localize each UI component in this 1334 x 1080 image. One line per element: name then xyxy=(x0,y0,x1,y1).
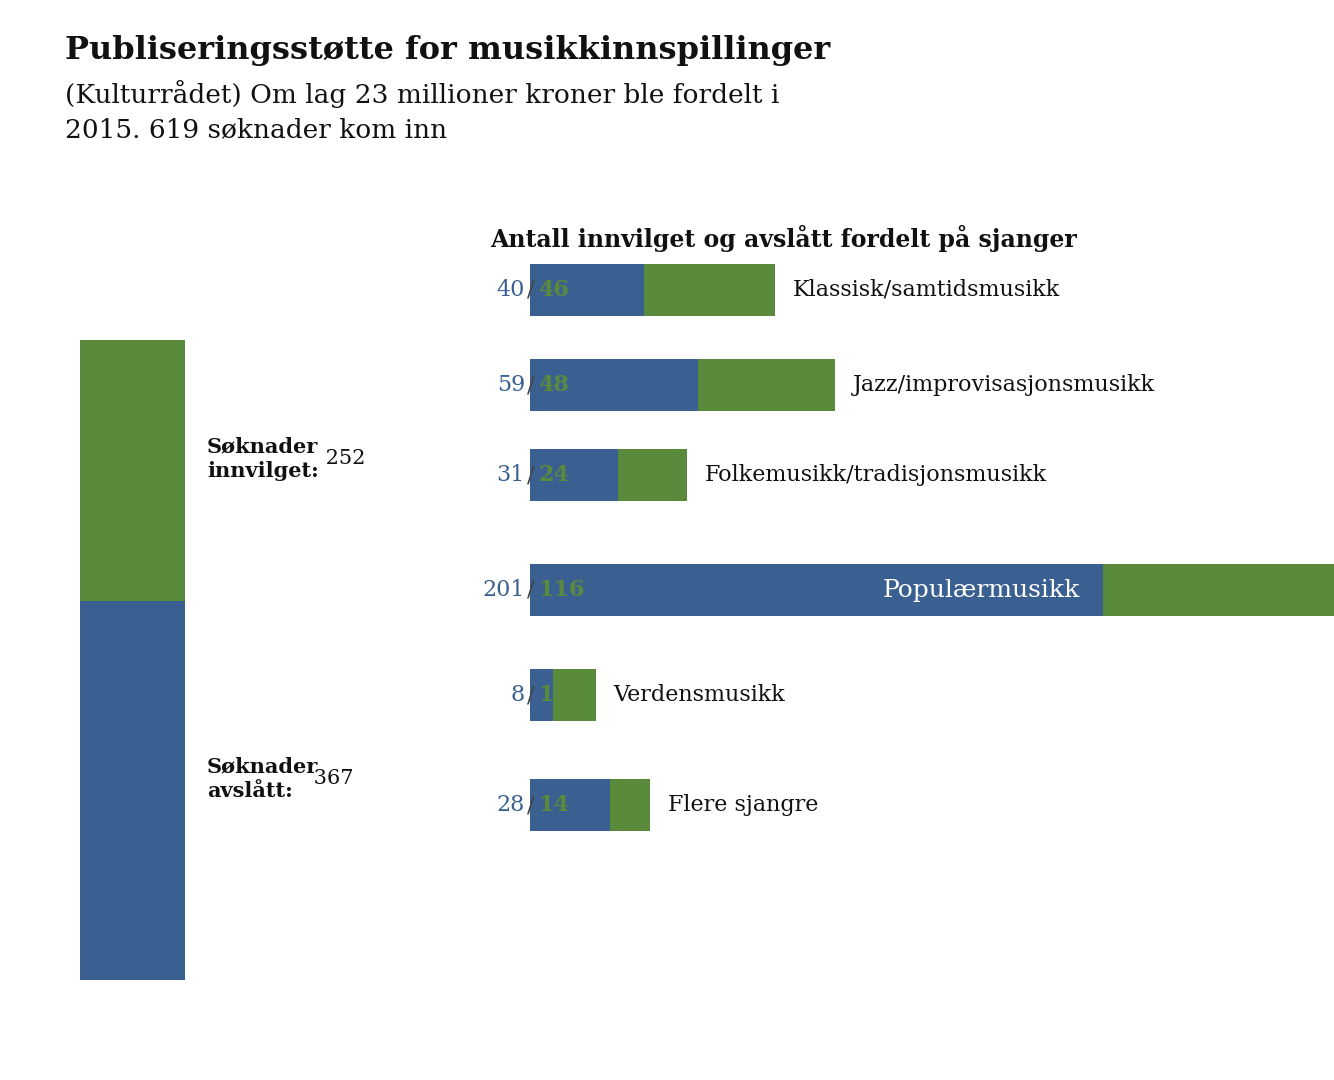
Text: 59: 59 xyxy=(496,374,526,396)
Text: 201: 201 xyxy=(483,579,526,600)
Bar xyxy=(530,669,552,721)
Text: 367: 367 xyxy=(307,769,354,787)
Bar xyxy=(552,669,595,721)
Bar xyxy=(80,340,185,600)
Bar xyxy=(80,600,185,980)
Text: Klassisk/samtidsmusikk: Klassisk/samtidsmusikk xyxy=(794,279,1061,301)
Text: 8: 8 xyxy=(511,684,526,706)
Text: Folkemusikk/tradisjonsmusikk: Folkemusikk/tradisjonsmusikk xyxy=(704,464,1047,486)
Text: 116: 116 xyxy=(538,579,584,600)
Text: 46: 46 xyxy=(538,279,568,301)
Text: (Kulturrådet) Om lag 23 millioner kroner ble fordelt i
2015. 619 søknader kom in: (Kulturrådet) Om lag 23 millioner kroner… xyxy=(65,80,779,143)
Bar xyxy=(530,359,698,411)
Text: Verdensmusikk: Verdensmusikk xyxy=(614,684,786,706)
Bar xyxy=(530,264,644,316)
Bar xyxy=(619,449,687,501)
Text: 48: 48 xyxy=(538,374,568,396)
Text: Antall innvilget og avslått fordelt på sjanger: Antall innvilget og avslått fordelt på s… xyxy=(490,225,1077,252)
Text: 24: 24 xyxy=(538,464,568,486)
Text: Søknader
avslått:: Søknader avslått: xyxy=(207,756,319,800)
Bar xyxy=(530,449,619,501)
Text: Populærmusikk: Populærmusikk xyxy=(883,579,1081,602)
Text: /: / xyxy=(527,464,535,486)
Bar xyxy=(610,779,650,831)
Text: 252: 252 xyxy=(319,449,366,468)
Bar xyxy=(698,359,835,411)
Bar xyxy=(1103,564,1334,616)
Text: /: / xyxy=(527,579,535,600)
Text: Publiseringsstøtte for musikkinnspillinger: Publiseringsstøtte for musikkinnspilling… xyxy=(65,35,830,66)
Text: Søknader
innvilget:: Søknader innvilget: xyxy=(207,436,319,481)
Bar xyxy=(530,564,1103,616)
Bar xyxy=(530,779,610,831)
Text: /: / xyxy=(527,684,535,706)
Text: 40: 40 xyxy=(496,279,526,301)
Text: Jazz/improvisasjonsmusikk: Jazz/improvisasjonsmusikk xyxy=(852,374,1155,396)
Text: 28: 28 xyxy=(496,794,526,816)
Text: 31: 31 xyxy=(496,464,526,486)
Text: 15: 15 xyxy=(538,684,570,706)
Text: Flere sjangre: Flere sjangre xyxy=(668,794,818,816)
Text: /: / xyxy=(527,794,535,816)
Text: 14: 14 xyxy=(538,794,568,816)
Text: /: / xyxy=(527,374,535,396)
Bar xyxy=(644,264,775,316)
Text: /: / xyxy=(527,279,535,301)
